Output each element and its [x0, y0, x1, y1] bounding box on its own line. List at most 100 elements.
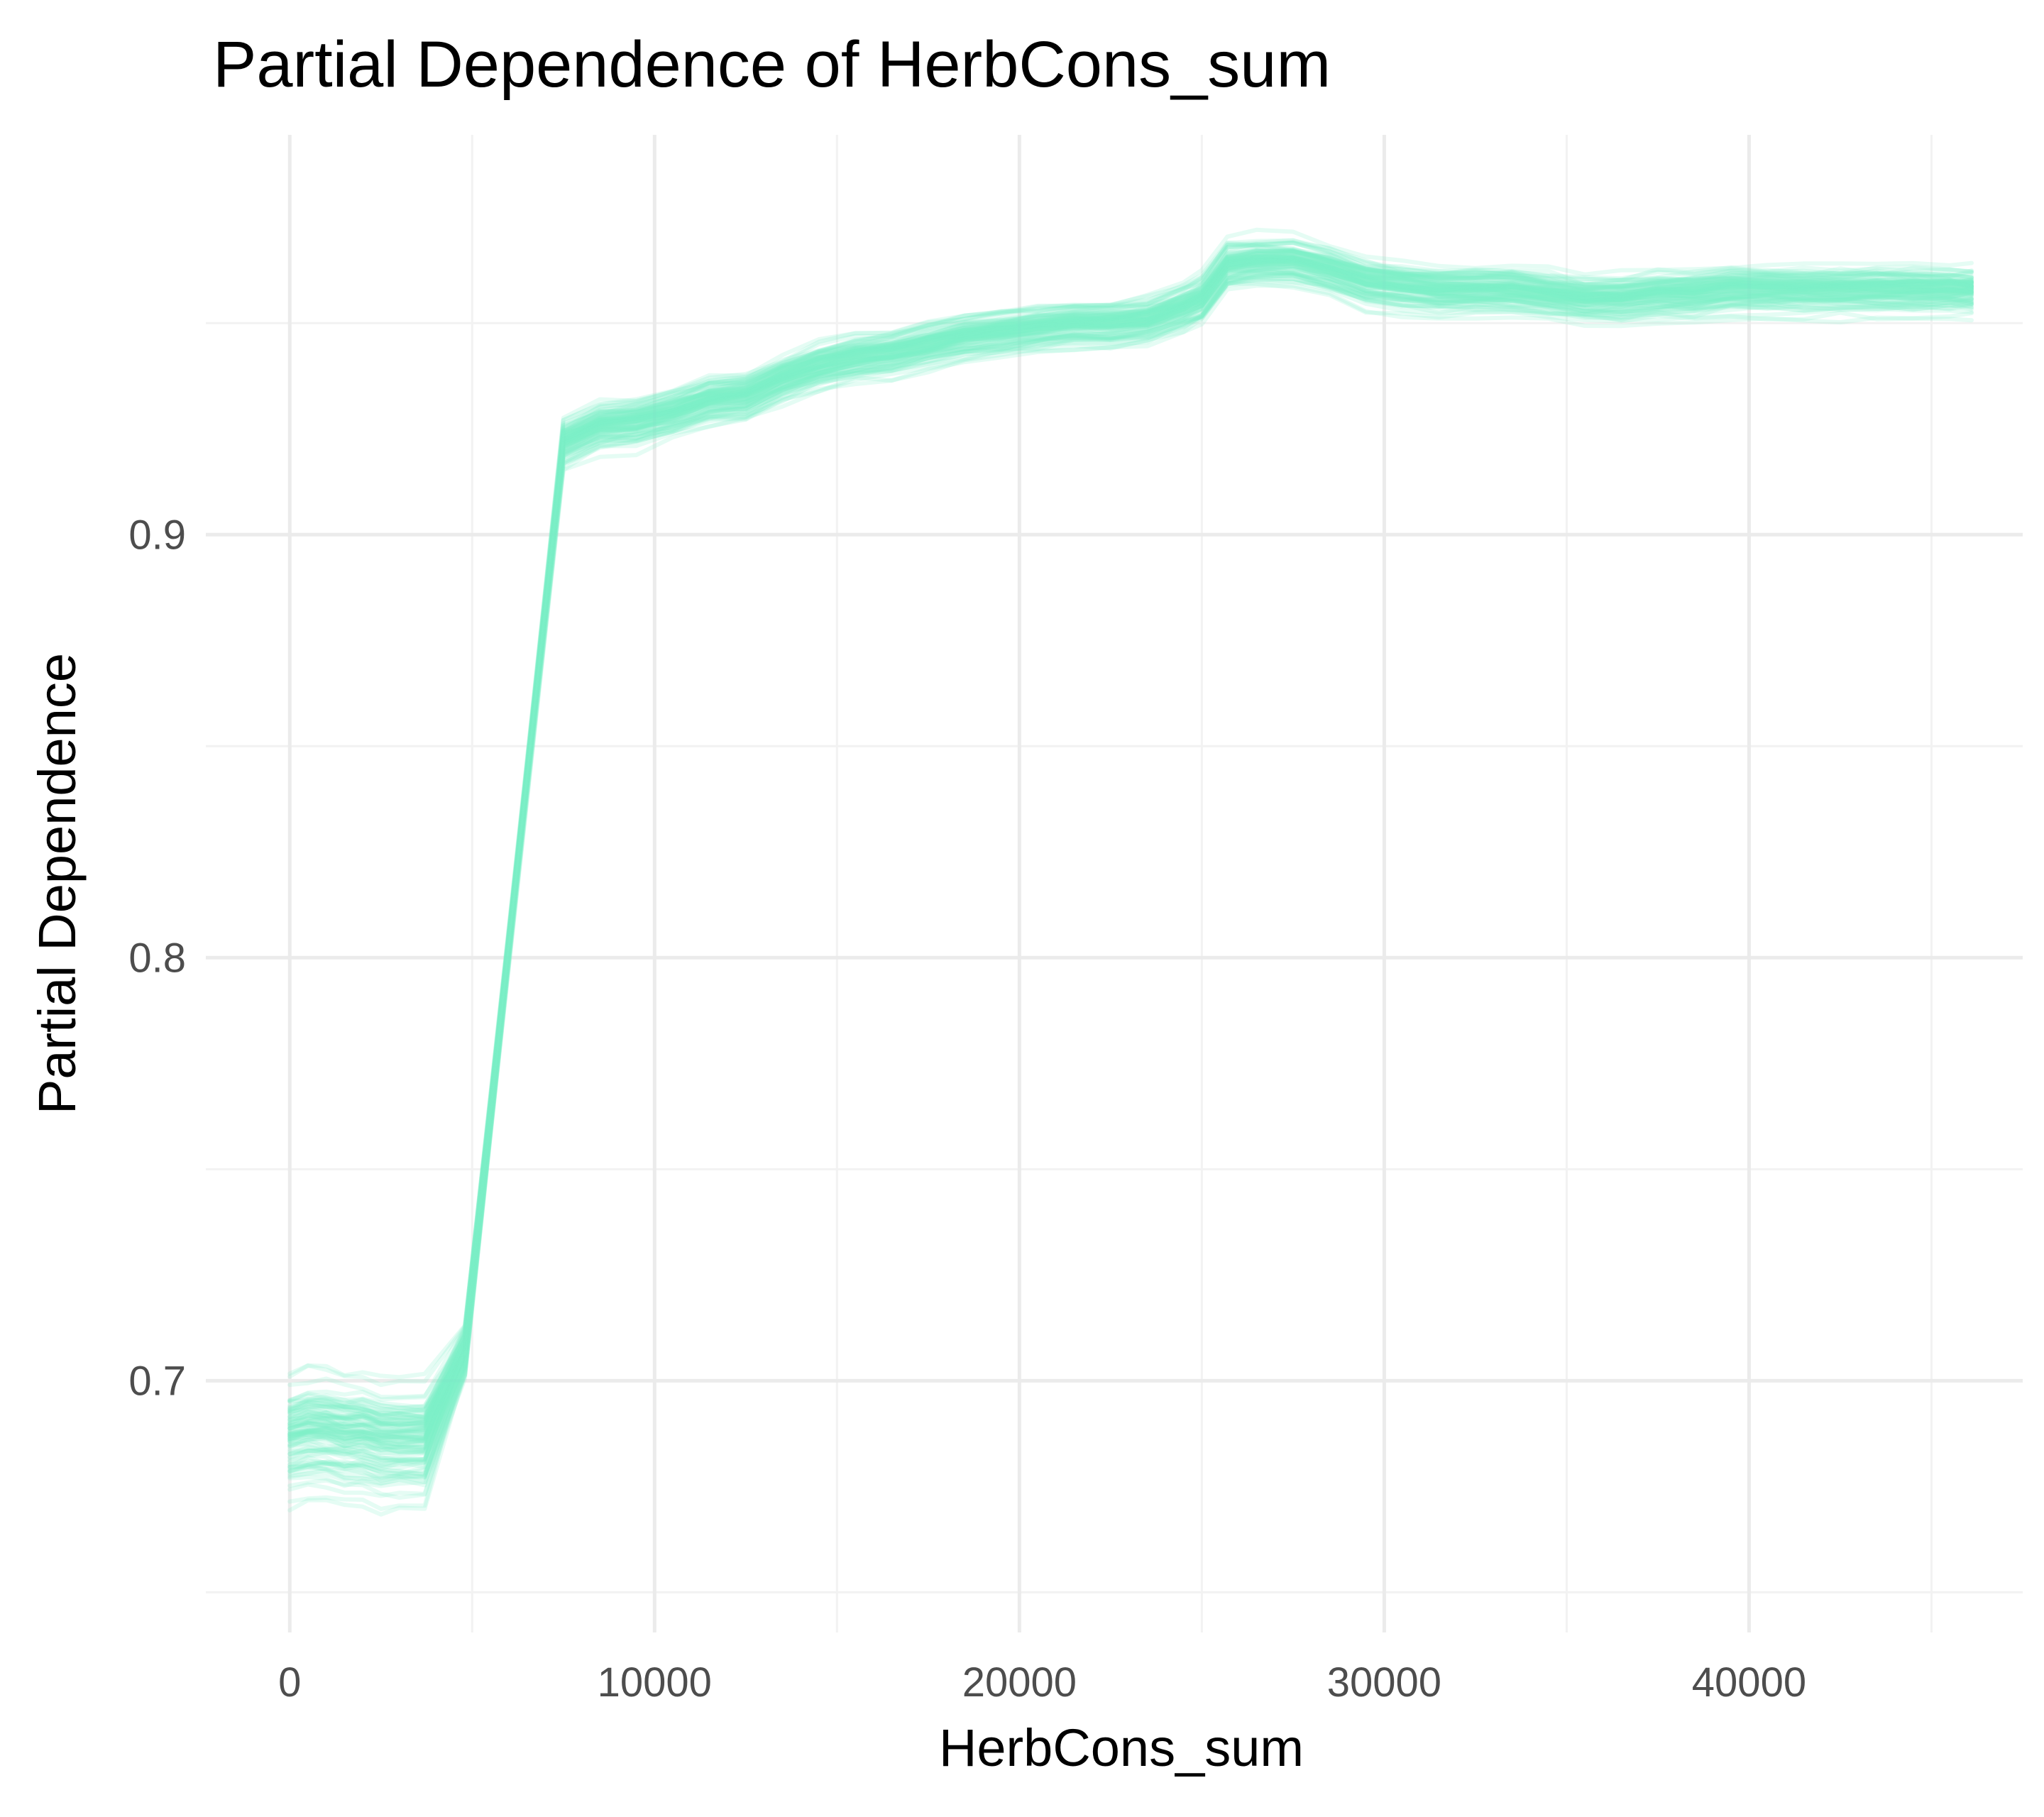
ice-curve	[287, 263, 1974, 1466]
ice-curve	[287, 270, 1974, 1435]
ice-curves	[287, 227, 1974, 1517]
ice-curve	[287, 251, 1974, 1428]
ice-curve	[287, 248, 1974, 1488]
ice-curve	[287, 283, 1974, 1420]
ice-curve	[287, 244, 1974, 1454]
ice-curve	[287, 272, 1974, 1428]
ice-curve	[287, 260, 1974, 1462]
ice-curve	[287, 267, 1974, 1438]
ice-curve	[287, 270, 1974, 1427]
ice-curve	[287, 273, 1974, 1435]
x-tick-label: 10000	[598, 1659, 712, 1706]
ice-curve	[287, 258, 1974, 1427]
ice-curve	[287, 257, 1974, 1440]
ice-curve	[287, 253, 1974, 1434]
ice-curve	[287, 260, 1974, 1442]
x-axis-tick-labels: 0 10000 20000 30000 40000	[278, 1659, 1806, 1706]
ice-curve	[287, 271, 1974, 1434]
ice-curve	[287, 253, 1974, 1445]
ice-curve	[287, 270, 1974, 1426]
ice-curve	[287, 258, 1974, 1422]
ice-curve	[287, 240, 1974, 1454]
ice-curve	[287, 257, 1974, 1440]
ice-curve	[287, 263, 1974, 1479]
ice-curve	[287, 253, 1974, 1456]
ice-curve	[287, 260, 1974, 1412]
ice-curve	[287, 252, 1974, 1469]
x-axis-title: HerbCons_sum	[939, 1718, 1304, 1777]
ice-curve	[287, 240, 1974, 1437]
ice-curve	[287, 241, 1974, 1414]
ice-curve	[287, 276, 1974, 1380]
x-tick-label: 40000	[1692, 1659, 1806, 1706]
ice-curve	[287, 247, 1974, 1424]
ice-curve	[287, 254, 1974, 1439]
y-axis-title: Partial Dependence	[28, 653, 87, 1114]
ice-curve	[287, 258, 1974, 1485]
ice-curve	[287, 238, 1974, 1450]
ice-curve	[287, 256, 1974, 1451]
ice-curve	[287, 278, 1974, 1481]
ice-curve	[287, 263, 1974, 1477]
x-tick-label: 30000	[1327, 1659, 1441, 1706]
ice-curve	[287, 262, 1974, 1411]
ice-curve	[287, 256, 1974, 1429]
ice-curve	[287, 260, 1974, 1451]
ice-curve	[287, 254, 1974, 1483]
ice-curve	[287, 267, 1974, 1418]
ice-curve	[287, 275, 1974, 1476]
ice-curve	[287, 256, 1974, 1403]
y-tick-label: 0.9	[128, 512, 186, 558]
ice-curve	[287, 238, 1974, 1455]
ice-curve	[287, 281, 1974, 1449]
ice-curve	[287, 257, 1974, 1463]
ice-curve	[287, 266, 1974, 1444]
ice-curve	[287, 248, 1974, 1441]
ice-curve	[287, 261, 1974, 1463]
ice-curve	[287, 264, 1974, 1421]
ice-curve	[287, 258, 1974, 1477]
ice-curve	[287, 265, 1974, 1427]
ice-curve	[287, 255, 1974, 1479]
ice-curve	[287, 257, 1974, 1420]
ice-curve	[287, 247, 1974, 1442]
ice-curve	[287, 241, 1974, 1464]
ice-curve	[287, 260, 1974, 1439]
ice-curve	[287, 250, 1974, 1414]
ice-curve	[287, 250, 1974, 1443]
ice-curve	[287, 273, 1974, 1423]
ice-curve	[287, 245, 1974, 1467]
ice-curve	[287, 272, 1974, 1453]
y-tick-label: 0.7	[128, 1358, 186, 1404]
ice-curve	[287, 256, 1974, 1461]
ice-curve	[287, 256, 1974, 1441]
x-tick-label: 20000	[962, 1659, 1077, 1706]
ice-curve	[287, 259, 1974, 1464]
ice-curve	[287, 256, 1974, 1416]
ice-curve	[287, 248, 1974, 1434]
ice-curve	[287, 249, 1974, 1446]
ice-curve	[287, 253, 1974, 1486]
ice-curve	[287, 257, 1974, 1427]
ice-curve	[287, 248, 1974, 1427]
ice-curve	[287, 263, 1974, 1447]
ice-curve	[287, 255, 1974, 1422]
ice-curve	[287, 256, 1974, 1417]
ice-curve	[287, 252, 1974, 1423]
ice-curve	[287, 258, 1974, 1445]
ice-curve	[287, 248, 1974, 1456]
ice-curve	[287, 268, 1974, 1434]
ice-curve	[287, 248, 1974, 1388]
ice-curve	[287, 249, 1974, 1471]
ice-curve	[287, 253, 1974, 1400]
ice-curve	[287, 240, 1974, 1429]
ice-curve	[287, 247, 1974, 1414]
ice-curve	[287, 248, 1974, 1500]
ice-curve	[287, 259, 1974, 1488]
ice-curve	[287, 255, 1974, 1498]
ice-curve	[287, 275, 1974, 1427]
ice-curve	[287, 227, 1974, 1447]
ice-curve	[287, 265, 1974, 1454]
ice-curve	[287, 251, 1974, 1443]
